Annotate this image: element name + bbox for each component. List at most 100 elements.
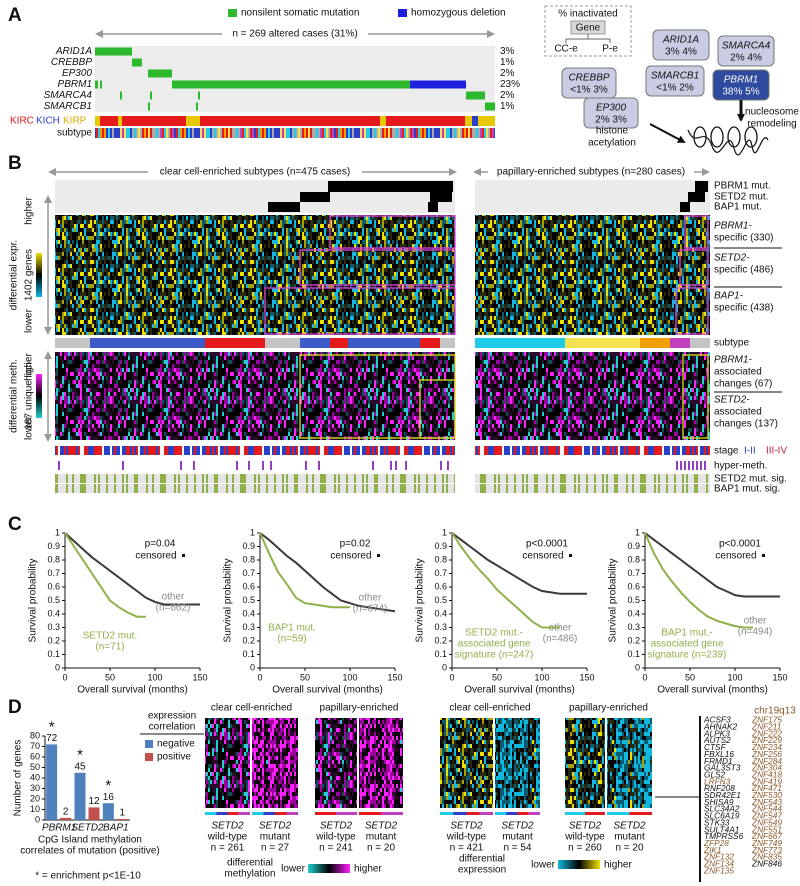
panel-label: D bbox=[8, 697, 22, 718]
x-tick-label: 50 bbox=[300, 672, 310, 682]
box-gene: SMARCB1 bbox=[651, 71, 699, 82]
mutation-bar bbox=[132, 58, 142, 67]
survival-curve bbox=[259, 532, 396, 613]
y-tick-label: 60 bbox=[30, 751, 40, 761]
gene-name: GAL3ST3 bbox=[704, 763, 741, 773]
mutation-bg bbox=[475, 180, 710, 213]
cancer-type-label: KICH bbox=[36, 116, 60, 127]
gene-name: ZNF134 bbox=[703, 859, 734, 869]
percent-label: 1% bbox=[500, 57, 515, 68]
signature-bar bbox=[55, 484, 455, 493]
value-label: 45 bbox=[74, 761, 86, 772]
y-tick-label: 1 bbox=[55, 527, 60, 537]
heatmap-title: papillary-enriched bbox=[320, 703, 399, 714]
hyper-tick bbox=[248, 461, 250, 470]
type-segment bbox=[472, 116, 478, 126]
box-gene: SMARCA4 bbox=[722, 41, 771, 52]
y-tick-label: 0.2 bbox=[627, 635, 640, 645]
y-tick-label: 0.7 bbox=[434, 568, 447, 578]
legend-swatch bbox=[145, 753, 153, 761]
box-values: 2% 4% bbox=[730, 53, 762, 64]
x-tick-label: 0 bbox=[257, 672, 262, 682]
panel-n: n = 54 bbox=[503, 843, 532, 854]
subtype-bar bbox=[95, 128, 495, 138]
subtype-segment bbox=[205, 338, 265, 348]
percent-label: 2% bbox=[500, 90, 515, 101]
p-value: p<0.0001 bbox=[719, 539, 761, 550]
label-bg bbox=[148, 165, 362, 179]
bar bbox=[74, 772, 86, 820]
expression-heatmap bbox=[475, 215, 710, 335]
x-axis-label: CpG Island methylation bbox=[38, 835, 142, 846]
heatmap bbox=[252, 718, 298, 808]
gene-box bbox=[645, 65, 705, 97]
type-segment bbox=[465, 116, 472, 126]
subtype-segment bbox=[90, 338, 205, 348]
y-tick-label: 0.9 bbox=[242, 541, 255, 551]
subtype-strip bbox=[381, 812, 403, 815]
censored-marker bbox=[762, 554, 765, 557]
color-scale bbox=[308, 864, 350, 873]
gene-name: ZNF749 bbox=[751, 838, 782, 848]
gene-name: ZNF175 bbox=[751, 715, 782, 725]
y-tick-label: 0.3 bbox=[627, 622, 640, 632]
y-axis-label: Survival probability bbox=[28, 559, 39, 643]
gene-name: ZNF304 bbox=[751, 763, 782, 773]
gene-box bbox=[652, 29, 710, 61]
panel-gene: SETD2 bbox=[450, 821, 483, 832]
survival-curve bbox=[451, 532, 560, 629]
heatmap bbox=[205, 718, 250, 808]
arrow bbox=[649, 123, 686, 143]
heatmap bbox=[565, 718, 605, 808]
y-axis-label: Number of genes bbox=[13, 740, 24, 817]
gene-name: ZNF229 bbox=[751, 735, 782, 745]
group-label: changes (137) bbox=[714, 419, 778, 430]
hyper-tick bbox=[180, 461, 182, 470]
subtype-strip bbox=[440, 812, 454, 815]
y-tick-label: 0 bbox=[55, 662, 60, 672]
subtype-strip bbox=[359, 812, 381, 815]
expression-heatmap bbox=[55, 215, 455, 335]
gene-box bbox=[583, 97, 639, 129]
gene-name: ZNF547 bbox=[751, 811, 782, 821]
gene-name: FRMD1 bbox=[704, 756, 733, 766]
x-tick-label: 0 bbox=[642, 672, 647, 682]
censored-label: censored bbox=[522, 551, 563, 562]
y-tick-label: 0.5 bbox=[434, 595, 447, 605]
survival-curve bbox=[64, 532, 200, 606]
y-tick-label: 0.9 bbox=[47, 541, 60, 551]
hyper-tick bbox=[692, 461, 694, 470]
mutation-block bbox=[268, 202, 300, 212]
panel-status: mutant bbox=[614, 832, 645, 843]
methylation-heatmap bbox=[475, 352, 710, 440]
series-label: SETD2 mut.- bbox=[465, 628, 523, 639]
mutation-bar bbox=[148, 102, 150, 111]
y-tick-label: 0 bbox=[442, 662, 447, 672]
legend-swatch bbox=[398, 9, 407, 17]
gene-name: ZNF773 bbox=[751, 845, 782, 855]
panel-gene: SETD2 bbox=[259, 821, 292, 832]
color-scale bbox=[558, 860, 600, 869]
panel-status: wild-type bbox=[315, 832, 356, 843]
percent-label: 3% bbox=[500, 46, 515, 57]
y-tick-label: 1 bbox=[442, 527, 447, 537]
gene-name: GLS2 bbox=[704, 769, 726, 779]
p-value: p=0.04 bbox=[145, 539, 176, 550]
axis-label: 1402 genes bbox=[24, 249, 35, 301]
gene-box bbox=[717, 35, 775, 67]
panel-n: n = 421 bbox=[450, 843, 484, 854]
y-axis-label: Survival probability bbox=[223, 559, 234, 643]
type-segment bbox=[380, 116, 386, 126]
mutation-bar bbox=[198, 91, 200, 100]
y-tick-label: 0 bbox=[35, 814, 40, 824]
x-tick-label: 150 bbox=[387, 672, 402, 682]
color-scale bbox=[36, 374, 42, 418]
gene-name: SLC6A19 bbox=[704, 811, 740, 821]
subtype-segment bbox=[475, 338, 565, 348]
process-label: histone bbox=[596, 126, 629, 137]
mutation-bar bbox=[95, 80, 98, 89]
axis-label: differential expr. bbox=[9, 240, 20, 310]
y-tick-label: 50 bbox=[30, 762, 40, 772]
hyper-tick bbox=[305, 461, 307, 470]
gene-name: SHISA9 bbox=[704, 797, 734, 807]
